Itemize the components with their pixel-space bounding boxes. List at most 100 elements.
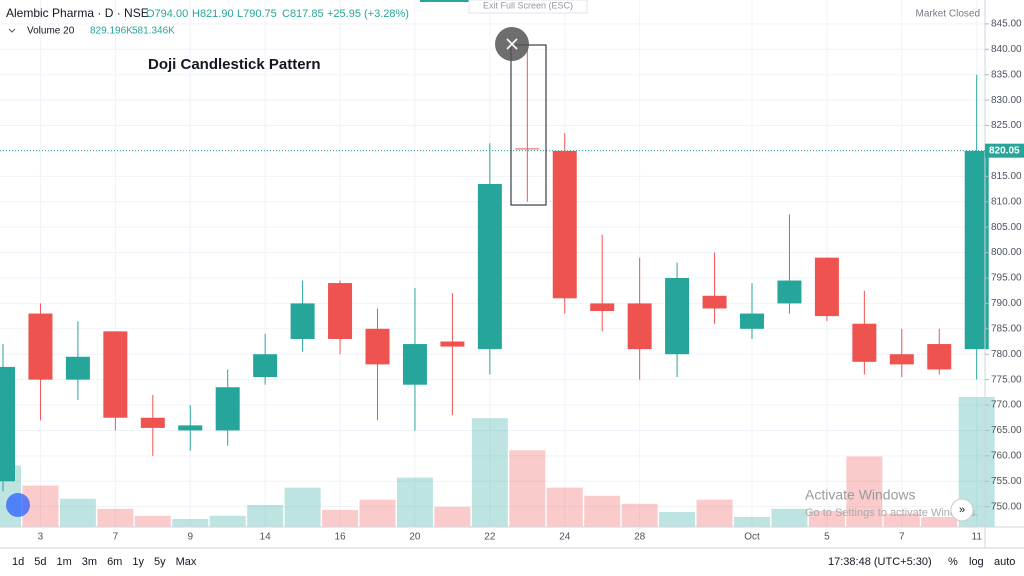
volume-bar	[396, 477, 433, 527]
volume-bar	[734, 516, 770, 527]
volume-bar	[621, 503, 658, 527]
range-button[interactable]: 3m	[82, 556, 97, 568]
volume-bar	[247, 504, 284, 527]
y-tick-label: 805.00	[991, 222, 1022, 233]
volume-bar	[883, 513, 920, 527]
volume-bar	[97, 508, 134, 527]
y-tick-label: 795.00	[991, 273, 1022, 284]
candle-body	[103, 331, 128, 418]
scroll-button[interactable]	[950, 498, 974, 522]
top-tab	[420, 0, 470, 2]
candle-body	[927, 344, 952, 370]
ohlc-change: +25.95 (+3.28%)	[327, 8, 409, 20]
x-tick-label: 3	[38, 532, 44, 543]
range-button[interactable]: 5d	[34, 556, 46, 568]
last-price-badge	[985, 143, 1024, 158]
candle-body	[253, 354, 278, 378]
volume-value: 829.196K	[90, 26, 133, 37]
candle-body	[290, 303, 315, 339]
volume-bar	[172, 519, 209, 527]
toolbar: 1d 5d 1m 3m 6m 1y 5y Max	[12, 556, 197, 568]
y-tick-label: 845.00	[991, 19, 1022, 30]
y-tick-label: 760.00	[991, 450, 1022, 461]
y-tick-label: 800.00	[991, 247, 1022, 258]
range-button[interactable]: 6m	[107, 556, 122, 568]
volume-bar	[359, 499, 396, 527]
volume-bar	[59, 498, 96, 527]
y-tick-label: 815.00	[991, 171, 1022, 182]
x-tick-label: 9	[187, 532, 193, 543]
market-status: Market Closed	[916, 9, 980, 20]
candle-body	[852, 323, 877, 362]
volume-bar	[921, 516, 958, 527]
x-tick-label: 7	[113, 532, 119, 543]
volume-pane	[0, 397, 995, 527]
volume-bar	[546, 487, 583, 527]
y-tick-label: 755.00	[991, 476, 1022, 487]
candle-body	[627, 303, 652, 350]
y-tick-label: 810.00	[991, 196, 1022, 207]
range-button[interactable]: 5y	[154, 556, 166, 568]
x-tick-label: 22	[484, 532, 496, 543]
scroll-icon: »	[959, 504, 965, 516]
y-tick-label: 840.00	[991, 44, 1022, 55]
x-tick-label: Oct	[744, 532, 760, 543]
y-tick-label: 770.00	[991, 400, 1022, 411]
exit-fullscreen-label: Exit Full Screen (ESC)	[483, 0, 573, 10]
y-tick-label: 835.00	[991, 69, 1022, 80]
candle-body	[477, 183, 502, 350]
volume-bar	[434, 506, 471, 527]
x-tick-label: 28	[634, 532, 646, 543]
percent-toggle[interactable]: %	[948, 556, 958, 568]
exit-fullscreen[interactable]	[468, 0, 588, 14]
candle-body	[515, 148, 540, 150]
logo-button[interactable]	[6, 493, 30, 517]
volume-ma: 581.346K	[132, 26, 175, 37]
volume-title: Volume 20	[27, 26, 75, 37]
y-tick-label: 785.00	[991, 323, 1022, 334]
y-tick-label: 825.00	[991, 120, 1022, 131]
candle-body	[402, 344, 427, 385]
volume-bar	[696, 499, 733, 527]
y-tick-label: 765.00	[991, 425, 1022, 436]
ohlc-low: L790.75	[237, 8, 277, 20]
auto-toggle[interactable]: auto	[994, 556, 1015, 568]
volume-bar	[584, 495, 621, 527]
axes: 750.00 755.00 760.00 765.00 770.00 775.00 780.…	[0, 19, 1024, 543]
candle-body	[590, 303, 615, 312]
candle-body	[740, 313, 764, 329]
volume-bar	[209, 515, 246, 527]
y-tick-label: 790.00	[991, 298, 1022, 309]
candle-body	[140, 417, 165, 428]
candle-body	[777, 280, 802, 304]
symbol: Alembic Pharma · D · NSE	[6, 6, 149, 20]
annotation: Doji Candlestick Pattern	[148, 56, 321, 73]
candle-body	[552, 150, 577, 299]
candle-body	[702, 295, 727, 309]
x-tick-label: 5	[824, 532, 830, 543]
clock: 17:38:48 (UTC+5:30)	[828, 556, 932, 568]
candle-body	[28, 313, 53, 380]
ohlc-close: C817.85	[282, 8, 324, 20]
range-button[interactable]: 1d	[12, 556, 24, 568]
volume-bar	[846, 456, 883, 527]
y-tick-label: 750.00	[991, 501, 1022, 512]
watermark-title: Activate Windows	[805, 487, 915, 503]
x-tick-label: 14	[260, 532, 272, 543]
volume-toggle[interactable]	[8, 28, 16, 33]
candle-body	[665, 277, 690, 355]
x-tick-label: 20	[409, 532, 421, 543]
x-tick-label: 24	[559, 532, 571, 543]
x-tick-label: 7	[899, 532, 905, 543]
log-toggle[interactable]: log	[969, 556, 984, 568]
range-button[interactable]: Max	[176, 556, 197, 568]
candle-body	[814, 257, 839, 317]
volume-bar	[134, 515, 171, 527]
range-button[interactable]: 1y	[132, 556, 144, 568]
candle-body	[178, 425, 203, 431]
range-button[interactable]: 1m	[57, 556, 72, 568]
volume-bar	[808, 510, 845, 527]
volume-bar	[284, 487, 321, 527]
